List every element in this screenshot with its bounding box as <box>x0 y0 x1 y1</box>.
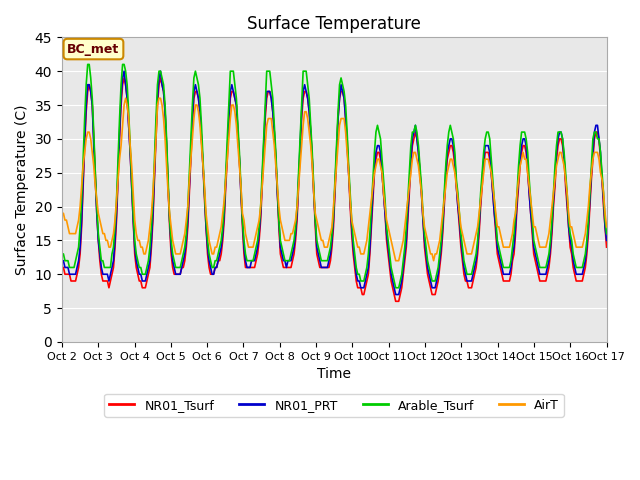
Line: AirT: AirT <box>62 98 607 261</box>
NR01_PRT <box>126 149 134 155</box>
Title: Surface Temperature: Surface Temperature <box>247 15 421 33</box>
AirT <box>126 143 134 148</box>
NR01_PRT <box>298 109 305 115</box>
AirT <box>603 224 611 230</box>
NR01_PRT <box>222 177 230 182</box>
AirT <box>298 143 305 148</box>
NR01_Tsurf <box>58 264 66 270</box>
Arable_Tsurf <box>58 251 66 257</box>
NR01_Tsurf <box>298 116 305 121</box>
Arable_Tsurf <box>222 170 230 176</box>
AirT <box>222 177 230 182</box>
AirT <box>392 258 399 264</box>
AirT <box>575 244 583 250</box>
Arable_Tsurf <box>249 258 257 264</box>
NR01_Tsurf <box>603 244 611 250</box>
NR01_PRT <box>603 238 611 243</box>
Arable_Tsurf <box>603 231 611 237</box>
NR01_Tsurf <box>222 183 230 189</box>
NR01_Tsurf <box>249 264 257 270</box>
Arable_Tsurf <box>392 285 399 291</box>
Arable_Tsurf <box>575 264 583 270</box>
Line: NR01_PRT: NR01_PRT <box>62 71 607 295</box>
NR01_PRT <box>575 271 583 277</box>
X-axis label: Time: Time <box>317 367 351 381</box>
AirT <box>58 210 66 216</box>
Arable_Tsurf <box>126 143 134 148</box>
AirT <box>240 217 248 223</box>
NR01_PRT <box>392 292 399 298</box>
Arable_Tsurf <box>84 61 92 67</box>
NR01_PRT <box>58 258 66 264</box>
AirT <box>249 244 257 250</box>
NR01_PRT <box>249 258 257 264</box>
AirT <box>122 96 129 101</box>
NR01_PRT <box>120 68 128 74</box>
NR01_Tsurf <box>575 278 583 284</box>
Text: BC_met: BC_met <box>67 43 120 56</box>
NR01_Tsurf <box>240 251 248 257</box>
Arable_Tsurf <box>240 238 248 243</box>
Legend: NR01_Tsurf, NR01_PRT, Arable_Tsurf, AirT: NR01_Tsurf, NR01_PRT, Arable_Tsurf, AirT <box>104 394 564 417</box>
Line: Arable_Tsurf: Arable_Tsurf <box>62 64 607 288</box>
Y-axis label: Surface Temperature (C): Surface Temperature (C) <box>15 104 29 275</box>
NR01_Tsurf <box>120 75 128 81</box>
NR01_Tsurf <box>126 149 134 155</box>
NR01_PRT <box>240 244 248 250</box>
Arable_Tsurf <box>298 102 305 108</box>
Line: NR01_Tsurf: NR01_Tsurf <box>62 78 607 301</box>
NR01_Tsurf <box>392 299 399 304</box>
